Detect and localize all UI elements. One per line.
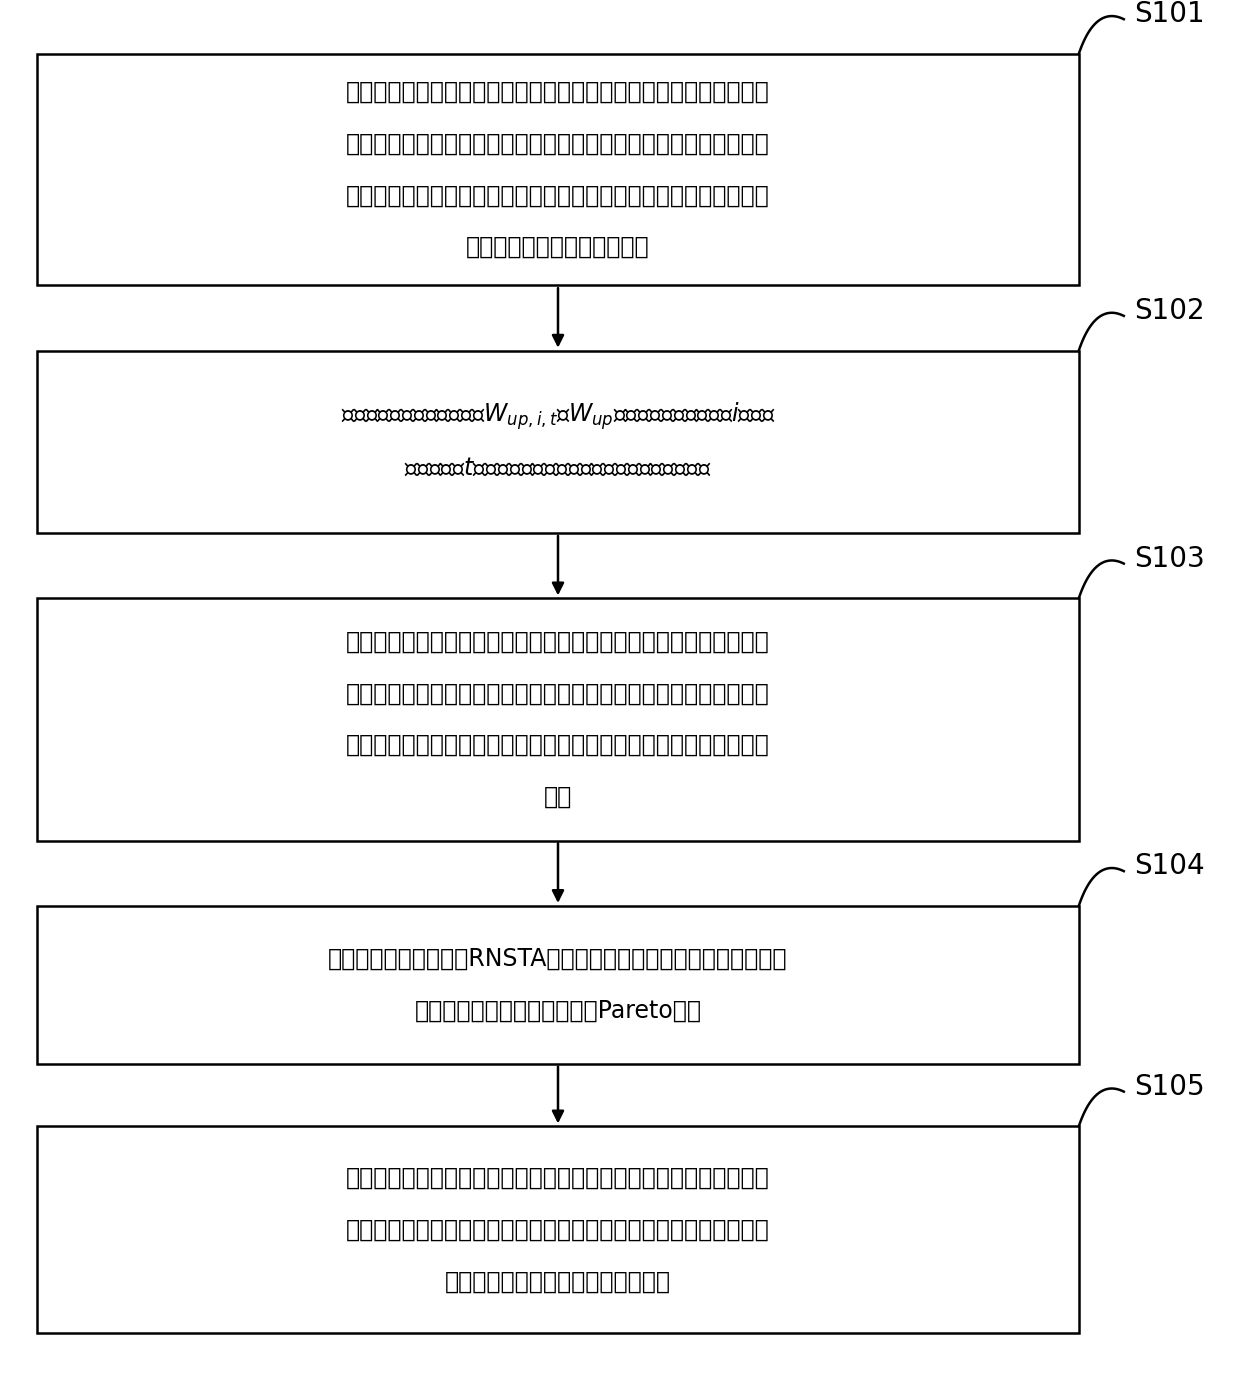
Bar (37, 54, 1079, 286)
Text: 采用多目标正切算法（RNSTA）求解风光水互补能源系统的中长期优: 采用多目标正切算法（RNSTA）求解风光水互补能源系统的中长期优 (329, 947, 787, 971)
Text: 以梯级水电站各水库的水位$W_{up,i,t}$（$W_{up}$表示水库上游水位值，$i$表示水: 以梯级水电站各水库的水位$W_{up,i,t}$（$W_{up}$表示水库上游水… (341, 400, 775, 431)
Text: 根据风光水互补能源系统优化调度目标，同时考虑风速约束、风电出: 根据风光水互补能源系统优化调度目标，同时考虑风速约束、风电出 (346, 629, 770, 654)
Text: 力约束、光伏出力约束、水量平衡约束、水位约束、下泄流量约束、: 力约束、光伏出力约束、水量平衡约束、水位约束、下泄流量约束、 (346, 682, 770, 705)
Text: 太阳辐射强度、水电站来水数据，分析风、光、水季节性分布特征，: 太阳辐射强度、水电站来水数据，分析风、光、水季节性分布特征， (346, 132, 770, 155)
Bar (37, 905, 1079, 1063)
Bar (37, 350, 1079, 533)
Text: 中长期优化调度提供基础依据: 中长期优化调度提供基础依据 (466, 235, 650, 260)
Text: S104: S104 (1133, 852, 1204, 881)
Text: S105: S105 (1133, 1073, 1204, 1101)
Bar (37, 598, 1079, 841)
Bar (37, 1127, 1079, 1333)
Text: 模型: 模型 (544, 785, 572, 809)
Text: 间的相关关系；不同典型年下风光水互补系统联合出力值间的差异；: 间的相关关系；不同典型年下风光水互补系统联合出力值间的差异； (346, 1217, 770, 1242)
Text: 在求解得到的前沿上选取具有代表性的方案对发电目标和生态目标之: 在求解得到的前沿上选取具有代表性的方案对发电目标和生态目标之 (346, 1167, 770, 1190)
Text: 化调度模型得到关于各目标的Pareto前沿: 化调度模型得到关于各目标的Pareto前沿 (414, 999, 702, 1022)
Text: 提取不同典型年的数据作为分析案例，为开展风光水互补能源系统的: 提取不同典型年的数据作为分析案例，为开展风光水互补能源系统的 (346, 183, 770, 207)
Text: S103: S103 (1133, 544, 1204, 573)
Text: 水电出力约束等限制条件建立风光水互补能源系统的中长期优化调度: 水电出力约束等限制条件建立风光水互补能源系统的中长期优化调度 (346, 734, 770, 757)
Text: S102: S102 (1133, 297, 1204, 326)
Text: 不同方案下各目标间的差异进行分析: 不同方案下各目标间的差异进行分析 (445, 1270, 671, 1293)
Text: 获取当地风速、太阳辐射强度、水电站来水数据；根据研究区风速、: 获取当地风速、太阳辐射强度、水电站来水数据；根据研究区风速、 (346, 80, 770, 104)
Text: S101: S101 (1133, 0, 1204, 29)
Text: 库的个数，$t$表示时段）作为决策变量，计算采用实数编码: 库的个数，$t$表示时段）作为决策变量，计算采用实数编码 (404, 456, 712, 480)
